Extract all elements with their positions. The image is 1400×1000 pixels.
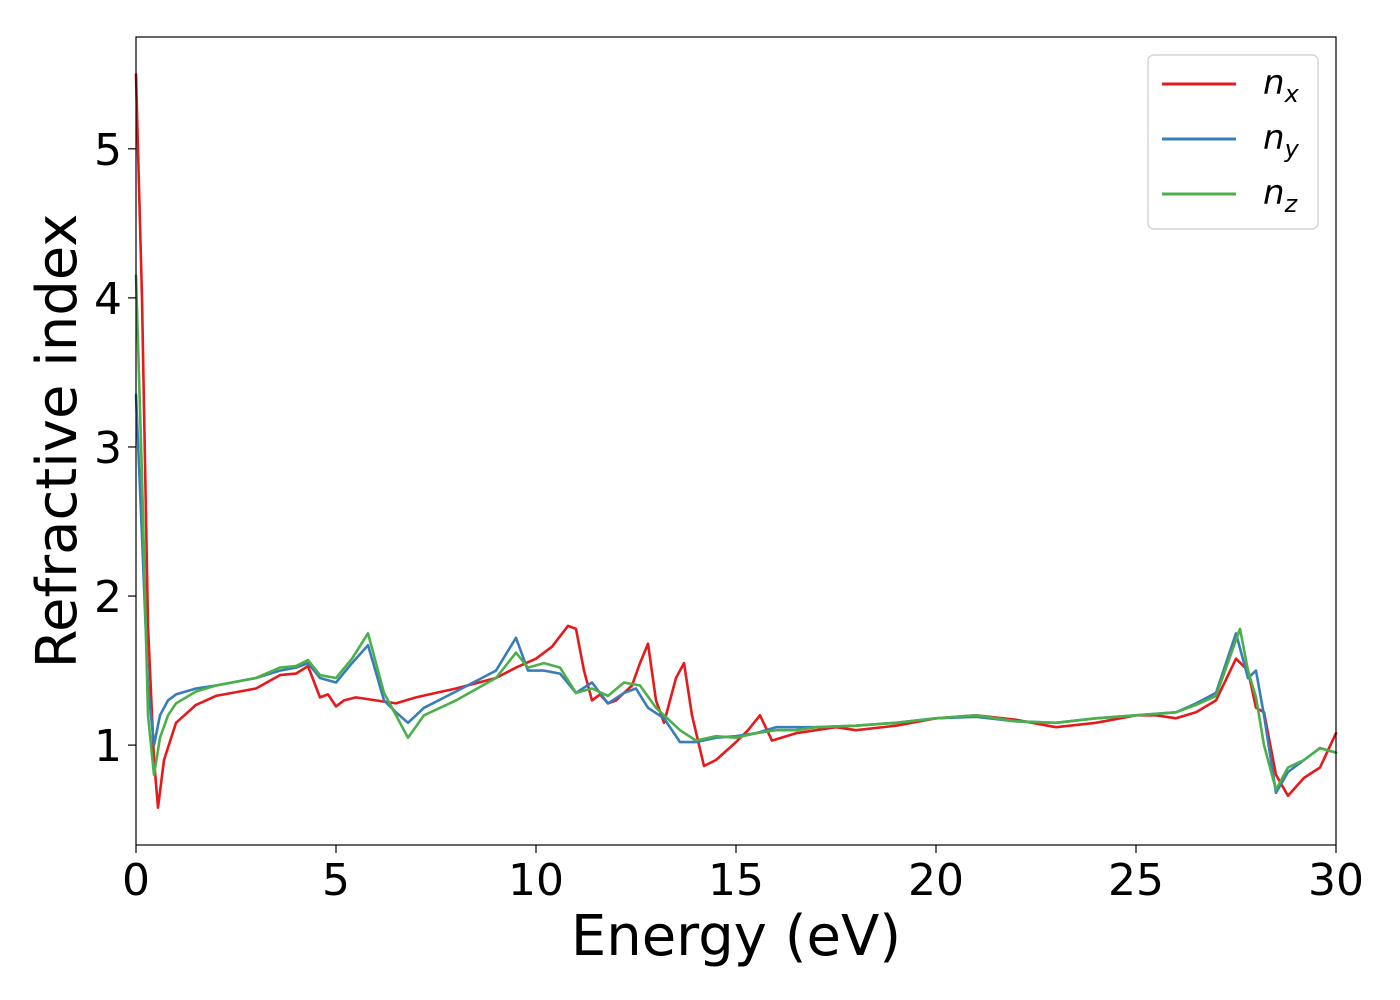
y-tick-label: 1 (94, 721, 122, 772)
legend-label-ny: ny (1263, 118, 1300, 163)
y-tick-label: 3 (94, 423, 122, 474)
x-tick-label: 30 (1308, 855, 1364, 906)
y-axis-ticks: 1 2 3 4 5 (94, 125, 136, 772)
y-tick-label: 5 (94, 125, 122, 176)
x-tick-label: 10 (508, 855, 564, 906)
y-tick-label: 2 (94, 572, 122, 623)
legend-label-nx: nx (1263, 63, 1300, 108)
x-axis-label: Energy (eV) (571, 904, 901, 969)
y-tick-label: 4 (94, 274, 122, 325)
x-tick-label: 5 (322, 855, 350, 906)
y-axis-label: Refractive index (25, 214, 90, 669)
x-tick-label: 0 (122, 855, 150, 906)
x-tick-label: 25 (1108, 855, 1164, 906)
series-line-nz (134, 274, 1338, 792)
x-tick-label: 20 (908, 855, 964, 906)
series-group (134, 73, 1338, 809)
legend-box (1147, 54, 1319, 230)
x-tick-label: 15 (708, 855, 764, 906)
series-line-nx (134, 73, 1338, 809)
x-axis-ticks: 0 5 10 15 20 25 30 (122, 845, 1364, 906)
